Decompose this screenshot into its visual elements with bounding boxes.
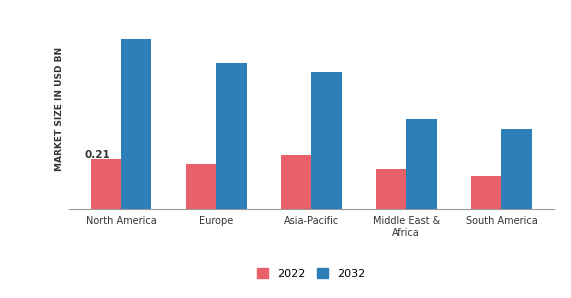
Bar [281,155,311,209]
Legend: 2022, 2032: 2022, 2032 [258,268,365,279]
Bar [501,129,532,209]
Bar [91,159,121,209]
Bar [376,169,407,209]
Bar [311,72,341,209]
Bar [407,119,437,209]
Bar [216,63,247,209]
Y-axis label: MARKET SIZE IN USD BN: MARKET SIZE IN USD BN [55,47,65,171]
Text: 0.21: 0.21 [85,150,111,160]
Bar [186,164,216,209]
Bar [471,176,501,209]
Bar [121,39,151,209]
